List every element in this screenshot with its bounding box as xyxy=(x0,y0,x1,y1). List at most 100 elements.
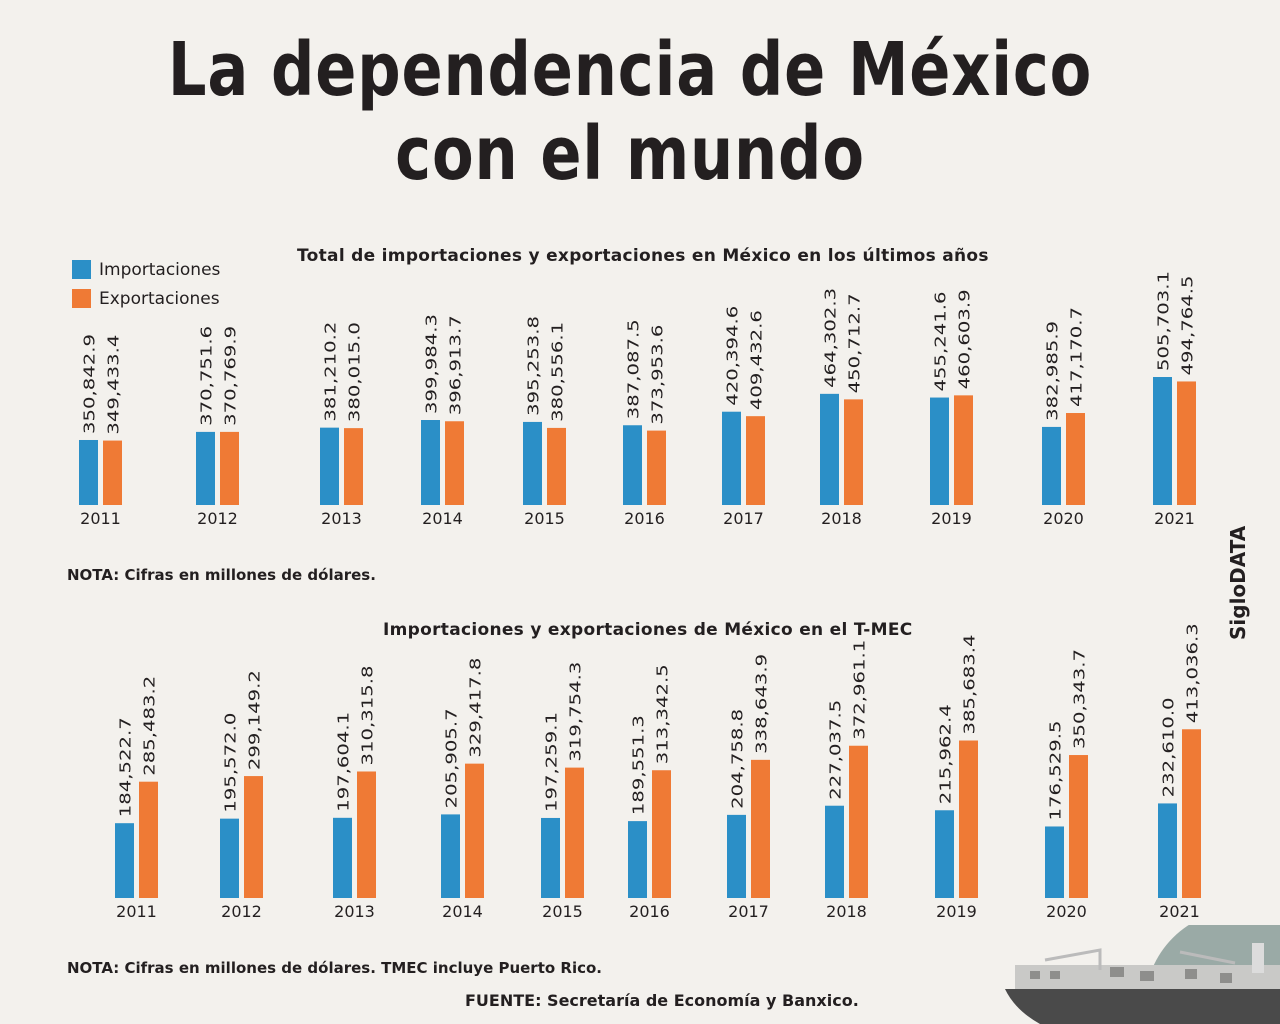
bar-group-2018: 464,302.3 450,712.7 2018 xyxy=(820,288,864,528)
bar-group-2015: 197,259.1 319,754.3 2015 xyxy=(541,662,585,921)
bar-group-2021: 232,610.0 413,036.3 2021 xyxy=(1158,623,1202,921)
data-label-exportaciones-2016: 313,342.5 xyxy=(654,664,672,764)
bar-group-2013: 197,604.1 310,315.8 2013 xyxy=(333,665,377,921)
bar-exportaciones-2020 xyxy=(1066,413,1085,505)
bar-group-2017: 204,758.8 338,643.9 2017 xyxy=(727,654,771,921)
data-label-importaciones-2018: 464,302.3 xyxy=(822,288,840,388)
data-label-exportaciones-2011: 349,433.4 xyxy=(105,335,123,435)
x-tick-label-2019: 2019 xyxy=(931,509,972,528)
bar-importaciones-2020 xyxy=(1045,826,1064,898)
data-label-importaciones-2013: 197,604.1 xyxy=(335,712,353,812)
bar-group-2019: 215,962.4 385,683.4 2019 xyxy=(935,635,979,921)
data-label-exportaciones-2014: 329,417.8 xyxy=(467,658,485,758)
legend-swatch-importaciones xyxy=(72,260,91,279)
bar-group-2016: 189,551.3 313,342.5 2016 xyxy=(628,664,672,921)
data-label-importaciones-2021: 232,610.0 xyxy=(1160,697,1178,797)
bar-importaciones-2019 xyxy=(935,810,954,898)
bar-exportaciones-2015 xyxy=(565,767,584,898)
legend-label: Exportaciones xyxy=(99,288,220,309)
x-tick-label-2014: 2014 xyxy=(442,902,483,921)
bar-importaciones-2016 xyxy=(623,425,642,505)
bar-exportaciones-2017 xyxy=(751,759,770,898)
x-tick-label-2020: 2020 xyxy=(1046,902,1087,921)
legend-item-exportaciones: Exportaciones xyxy=(72,284,220,313)
chart-2-title: Importaciones y exportaciones de México … xyxy=(383,620,913,640)
bar-importaciones-2013 xyxy=(320,427,339,505)
bar-importaciones-2017 xyxy=(722,411,741,505)
x-tick-label-2021: 2021 xyxy=(1159,902,1200,921)
bar-group-2015: 395,253.8 380,556.1 2015 xyxy=(523,316,567,528)
bar-importaciones-2011 xyxy=(115,823,134,898)
data-label-exportaciones-2013: 380,015.0 xyxy=(346,322,364,422)
bar-exportaciones-2015 xyxy=(547,427,566,505)
bar-group-2013: 381,210.2 380,015.0 2013 xyxy=(320,322,364,528)
data-label-importaciones-2012: 370,751.6 xyxy=(198,326,216,426)
data-label-exportaciones-2015: 319,754.3 xyxy=(567,662,585,762)
data-label-importaciones-2013: 381,210.2 xyxy=(322,322,340,422)
x-tick-label-2013: 2013 xyxy=(321,509,362,528)
bar-exportaciones-2014 xyxy=(445,421,464,505)
bar-exportaciones-2016 xyxy=(647,430,666,505)
chart-legend: Importaciones Exportaciones xyxy=(72,255,220,313)
bar-group-2017: 420,394.6 409,432.6 2017 xyxy=(722,306,766,528)
page-title-line-2: con el mundo xyxy=(395,111,865,197)
bar-exportaciones-2012 xyxy=(220,431,239,505)
note-chart-2: NOTA: Cifras en millones de dólares. TME… xyxy=(67,959,602,977)
data-label-exportaciones-2017: 338,643.9 xyxy=(753,654,771,754)
bar-importaciones-2011 xyxy=(79,439,98,505)
data-label-exportaciones-2012: 370,769.9 xyxy=(222,326,240,426)
data-label-exportaciones-2020: 350,343.7 xyxy=(1071,649,1089,749)
data-label-exportaciones-2018: 372,961.1 xyxy=(851,640,869,740)
data-label-importaciones-2011: 350,842.9 xyxy=(81,334,99,434)
legend-swatch-exportaciones xyxy=(72,289,91,308)
data-label-importaciones-2020: 176,529.5 xyxy=(1047,720,1065,820)
x-tick-label-2019: 2019 xyxy=(936,902,977,921)
bar-group-2021: 505,703.1 494,764.5 2021 xyxy=(1153,271,1197,528)
x-tick-label-2012: 2012 xyxy=(197,509,238,528)
data-label-importaciones-2011: 184,522.7 xyxy=(117,717,135,817)
data-label-importaciones-2014: 399,984.3 xyxy=(423,314,441,414)
data-label-exportaciones-2019: 385,683.4 xyxy=(961,635,979,735)
bar-importaciones-2014 xyxy=(421,420,440,505)
bar-exportaciones-2019 xyxy=(959,740,978,898)
bar-importaciones-2021 xyxy=(1153,377,1172,505)
data-label-exportaciones-2011: 285,483.2 xyxy=(141,676,159,776)
data-label-importaciones-2015: 197,259.1 xyxy=(543,712,561,812)
bar-importaciones-2021 xyxy=(1158,803,1177,898)
data-label-importaciones-2020: 382,985.9 xyxy=(1044,321,1062,421)
x-tick-label-2018: 2018 xyxy=(821,509,862,528)
data-label-exportaciones-2014: 396,913.7 xyxy=(447,315,465,415)
data-label-exportaciones-2018: 450,712.7 xyxy=(846,293,864,393)
bar-importaciones-2017 xyxy=(727,814,746,898)
bar-group-2019: 455,241.6 460,603.9 2019 xyxy=(930,289,974,528)
x-tick-label-2015: 2015 xyxy=(524,509,565,528)
x-tick-label-2020: 2020 xyxy=(1043,509,1084,528)
bar-group-2011: 184,522.7 285,483.2 2011 xyxy=(115,676,159,921)
data-label-importaciones-2019: 215,962.4 xyxy=(937,704,955,804)
x-tick-label-2013: 2013 xyxy=(334,902,375,921)
bar-importaciones-2015 xyxy=(541,817,560,898)
bar-exportaciones-2012 xyxy=(244,776,263,898)
data-label-importaciones-2018: 227,037.5 xyxy=(827,700,845,800)
data-label-importaciones-2012: 195,572.0 xyxy=(222,713,240,813)
x-tick-label-2011: 2011 xyxy=(116,902,157,921)
x-tick-label-2014: 2014 xyxy=(422,509,463,528)
bar-importaciones-2016 xyxy=(628,821,647,898)
bar-exportaciones-2017 xyxy=(746,416,765,505)
chart-tmec: 184,522.7 285,483.2 2011 195,572.0 299,149.2… xyxy=(115,623,1202,921)
data-label-exportaciones-2021: 413,036.3 xyxy=(1184,623,1202,723)
bar-group-2014: 205,905.7 329,417.8 2014 xyxy=(441,658,485,921)
data-label-exportaciones-2020: 417,170.7 xyxy=(1068,307,1086,407)
legend-item-importaciones: Importaciones xyxy=(72,255,220,284)
bar-group-2020: 382,985.9 417,170.7 2020 xyxy=(1042,307,1086,528)
bar-group-2014: 399,984.3 396,913.7 2014 xyxy=(421,314,465,528)
data-label-exportaciones-2017: 409,432.6 xyxy=(748,310,766,410)
x-tick-label-2017: 2017 xyxy=(723,509,764,528)
x-tick-label-2017: 2017 xyxy=(728,902,769,921)
x-tick-label-2011: 2011 xyxy=(80,509,121,528)
bar-exportaciones-2021 xyxy=(1177,381,1196,505)
x-tick-label-2015: 2015 xyxy=(542,902,583,921)
data-label-importaciones-2017: 420,394.6 xyxy=(724,306,742,406)
bar-importaciones-2018 xyxy=(820,393,839,505)
bar-group-2016: 387,087.5 373,953.6 2016 xyxy=(623,319,667,528)
